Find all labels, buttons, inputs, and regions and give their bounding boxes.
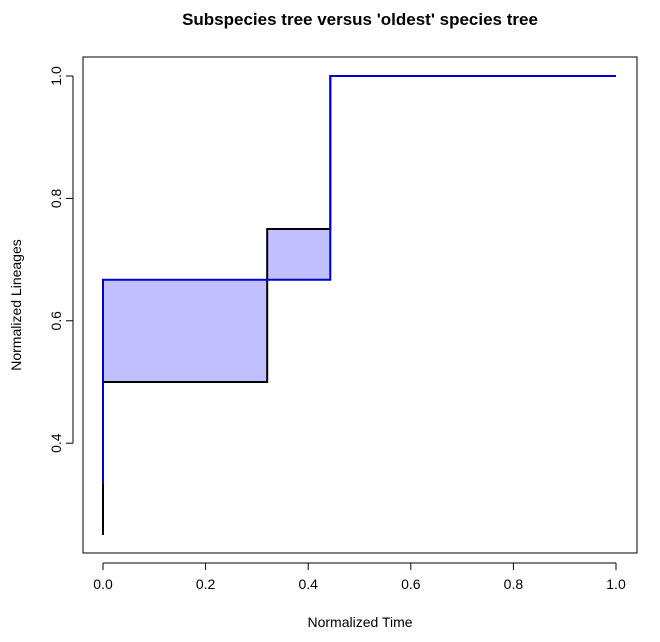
difference-fill xyxy=(267,229,331,280)
x-tick-label: 0.8 xyxy=(504,576,524,592)
y-tick-label: 0.8 xyxy=(48,188,64,208)
difference-fill xyxy=(103,279,268,382)
y-axis-label: Normalized Lineages xyxy=(8,239,24,371)
y-tick-label: 0.6 xyxy=(48,311,64,331)
x-axis-label: Normalized Time xyxy=(307,614,412,630)
y-axis: 0.4 0.6 0.8 1.0 xyxy=(48,66,74,453)
y-tick-label: 0.4 xyxy=(48,433,64,453)
difference-fill-group xyxy=(103,229,331,382)
chart-title: Subspecies tree versus 'oldest' species … xyxy=(182,10,538,29)
y-tick-label: 1.0 xyxy=(48,66,64,86)
series-line-2 xyxy=(102,75,616,485)
x-tick-label: 0.2 xyxy=(196,576,216,592)
x-tick-label: 1.0 xyxy=(606,576,626,592)
x-tick-label: 0.4 xyxy=(298,576,318,592)
plot-frame xyxy=(82,56,638,554)
x-tick-label: 0.0 xyxy=(93,576,113,592)
series-lines xyxy=(102,75,616,535)
x-tick-label: 0.6 xyxy=(401,576,421,592)
x-axis: 0.0 0.2 0.4 0.6 0.8 1.0 xyxy=(93,562,626,592)
